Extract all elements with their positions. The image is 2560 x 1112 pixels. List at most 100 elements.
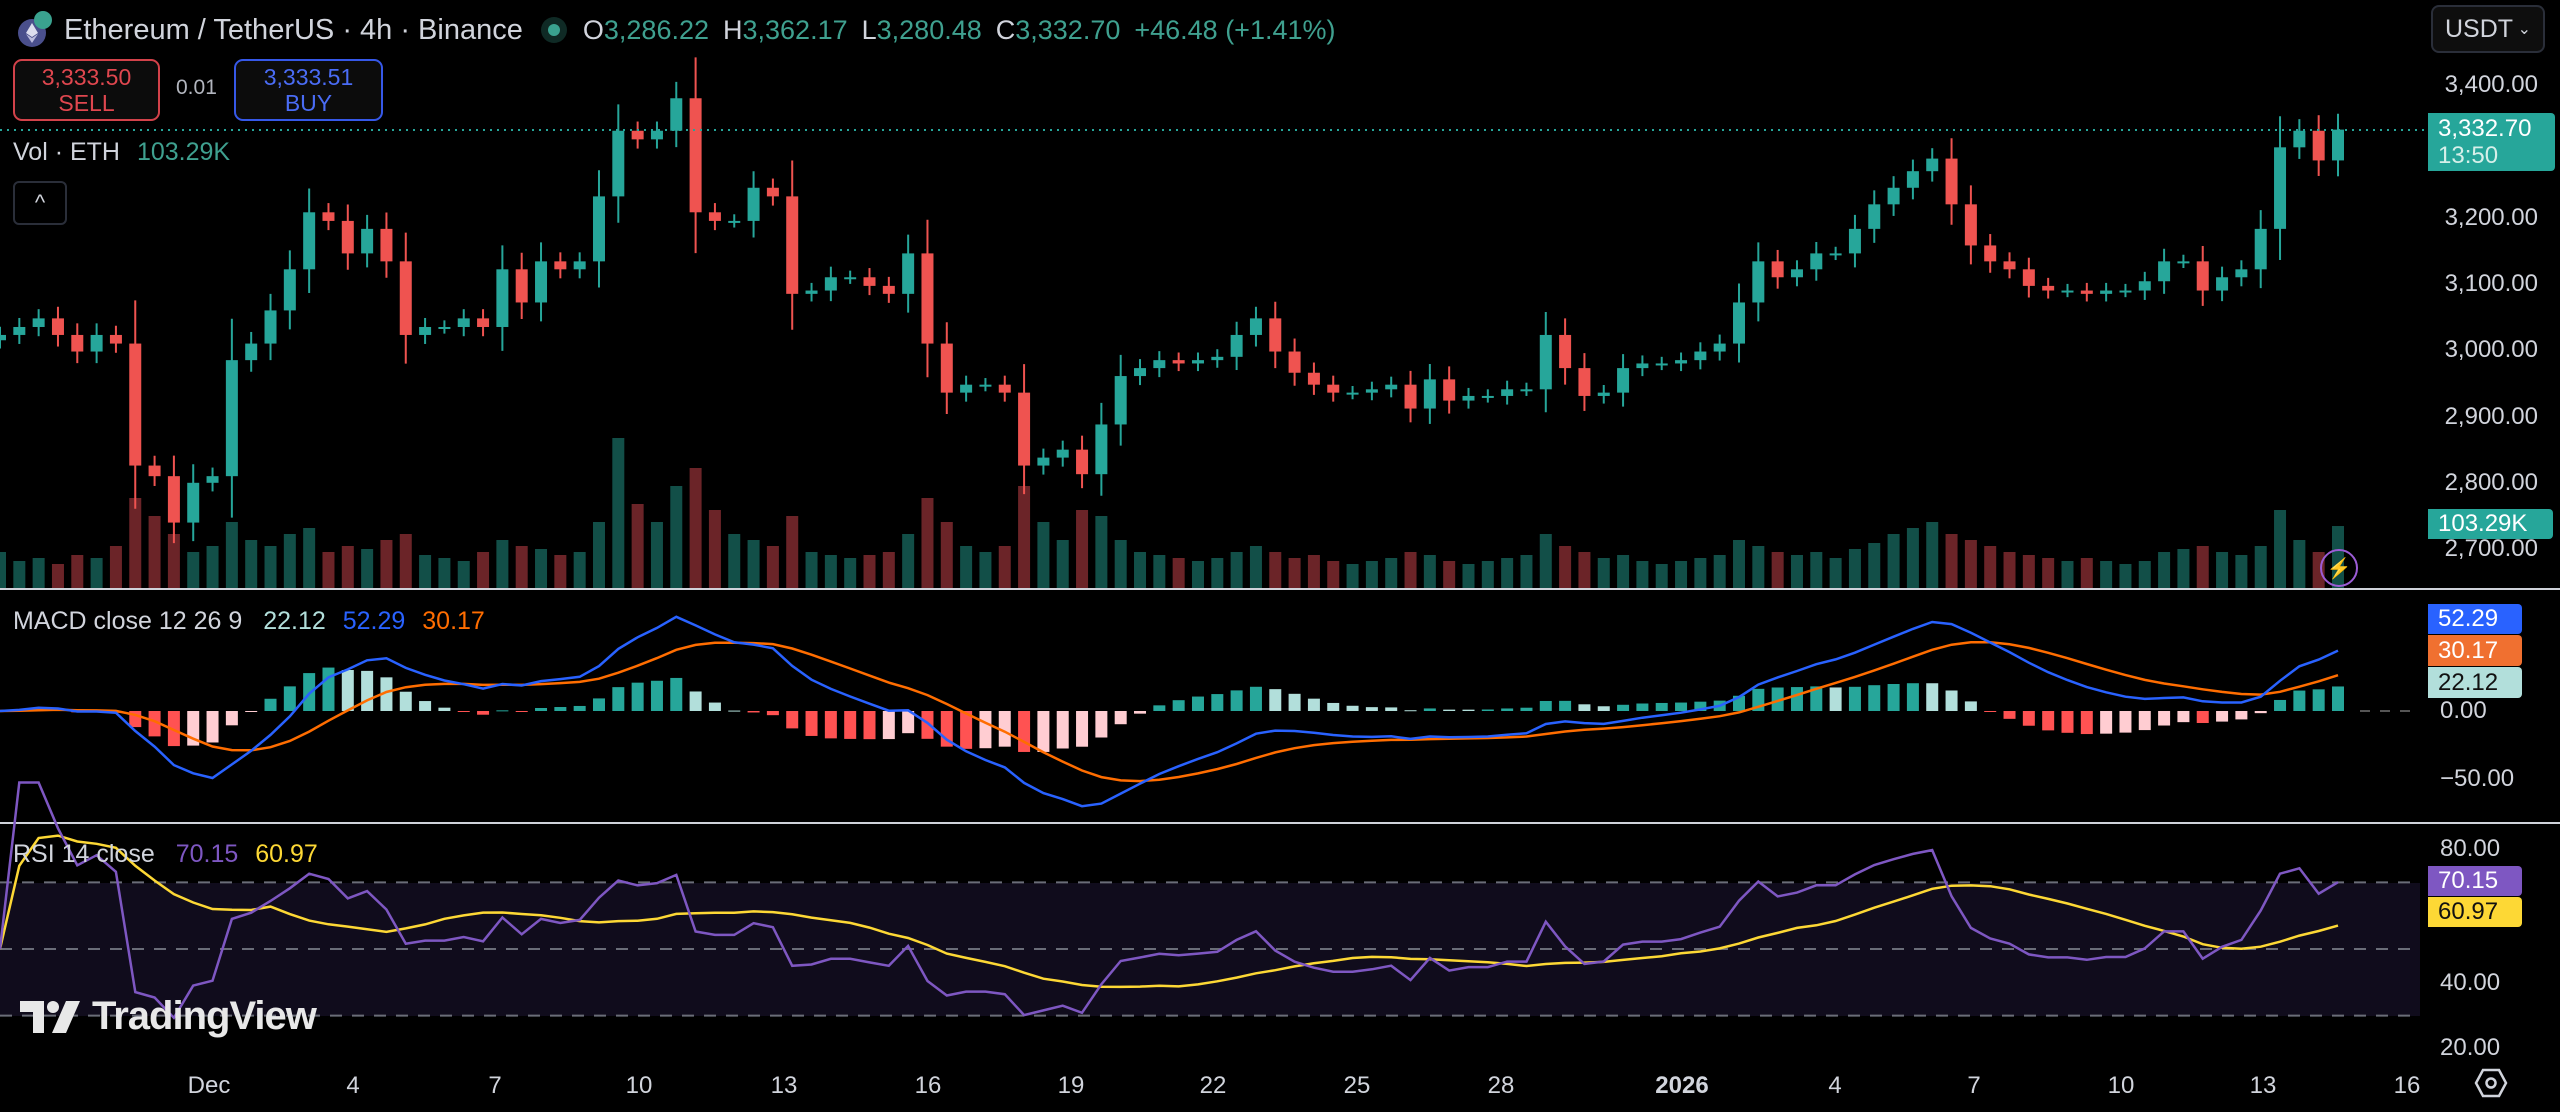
macd-histogram-bar — [2080, 711, 2093, 735]
time-axis-label: 28 — [1487, 1072, 1515, 1099]
volume-bar — [1520, 555, 1533, 588]
volume-bar — [728, 534, 741, 588]
candle-body — [2080, 290, 2093, 294]
volume-bar — [1404, 552, 1417, 588]
tradingview-logo-icon — [20, 1000, 80, 1033]
candle-body — [998, 384, 1011, 393]
volume-bar — [786, 516, 799, 588]
lightning-icon[interactable]: ⚡ — [2320, 549, 2358, 587]
macd-histogram-bar — [2177, 711, 2190, 723]
candle-body — [1984, 245, 1997, 262]
candle-body — [2022, 269, 2035, 286]
macd-histogram-bar — [1269, 689, 1282, 711]
macd-histogram-bar — [1365, 707, 1378, 711]
candle-body — [1404, 384, 1417, 409]
volume-bar — [1249, 546, 1262, 588]
candle-body — [51, 318, 64, 335]
volume-bar — [921, 498, 934, 588]
candle-body — [109, 334, 122, 344]
macd-histogram-bar — [1945, 690, 1958, 711]
volume-bar — [1288, 558, 1301, 588]
candle-body — [1790, 269, 1803, 278]
candle-body — [1887, 187, 1900, 205]
spread-value: 0.01 — [176, 76, 217, 99]
volume-bar — [1327, 561, 1340, 588]
volume-bar — [1694, 558, 1707, 588]
candle-body — [1617, 368, 1630, 393]
volume-bar — [844, 558, 857, 588]
macd-histogram-bar — [1655, 702, 1668, 711]
volume-bar — [2003, 552, 2016, 588]
macd-histogram-bar — [728, 710, 741, 712]
volume-bar — [1559, 546, 1572, 588]
time-axis-label: 4 — [346, 1072, 360, 1099]
ethereum-logo-icon — [18, 11, 52, 47]
symbol-title[interactable]: Ethereum / TetherUS · 4h · Binance — [64, 13, 523, 46]
volume-bar — [457, 561, 470, 588]
macd-histogram-tag: 22.12 — [2428, 667, 2522, 698]
collapse-legend-button[interactable]: ^ — [13, 181, 67, 225]
volume-bar — [477, 552, 490, 588]
time-axis-label: 16 — [914, 1072, 942, 1099]
volume-legend[interactable]: Vol · ETH 103.29K — [13, 138, 230, 167]
candle-body — [1539, 334, 1552, 390]
candle-body — [1713, 343, 1726, 352]
volume-bar — [2080, 558, 2093, 588]
volume-bar — [1539, 534, 1552, 588]
candles — [0, 57, 2344, 544]
macd-histogram-bar — [167, 711, 180, 747]
rsi-legend[interactable]: RSI 14 close 70.15 60.97 — [13, 840, 318, 869]
candle-body — [2119, 290, 2132, 293]
macd-histogram-bar — [1462, 709, 1475, 711]
macd-histogram-bar — [670, 677, 683, 711]
candle-body — [1578, 368, 1591, 396]
volume-bar — [1211, 558, 1224, 588]
sell-button[interactable]: 3,333.50 SELL — [13, 59, 160, 121]
macd-histogram-bar — [1230, 690, 1243, 711]
volume-bar — [361, 549, 374, 588]
volume-bar — [1636, 561, 1649, 588]
macd-line — [0, 615, 2339, 808]
currency-dropdown[interactable]: USDT ⌄ — [2431, 5, 2545, 53]
volume-bar — [167, 534, 180, 588]
volume-bar — [805, 552, 818, 588]
candle-body — [2061, 290, 2074, 293]
volume-bar — [1752, 546, 1765, 588]
macd-histogram-bar — [554, 707, 567, 711]
macd-histogram-bar — [1153, 705, 1166, 711]
rsi-ma-value: 60.97 — [255, 840, 318, 868]
macd-histogram-bar — [1848, 686, 1861, 711]
candle-body — [592, 196, 605, 262]
macd-histogram-bar — [1694, 701, 1707, 711]
macd-histogram-bar — [863, 711, 876, 740]
macd-signal-line — [0, 641, 2339, 783]
macd-histogram-bar — [631, 682, 644, 711]
macd-histogram-bar — [2196, 711, 2209, 724]
settings-icon[interactable] — [2474, 1068, 2508, 1098]
time-axis-label: 4 — [1828, 1072, 1842, 1099]
buy-button[interactable]: 3,333.51 BUY — [234, 59, 383, 121]
volume-bar — [1443, 561, 1456, 588]
macd-histogram-bar — [2042, 711, 2055, 731]
candle-body — [322, 212, 335, 221]
volume-bar — [979, 552, 992, 588]
candle-body — [902, 253, 915, 294]
macd-histogram-bar — [708, 702, 721, 711]
candle-body — [1288, 351, 1301, 373]
macd-signal-tag: 30.17 — [2428, 635, 2522, 666]
volume-bar — [1926, 522, 1939, 588]
macd-histogram-bar — [786, 711, 799, 729]
candle-body — [554, 261, 567, 270]
time-axis-label: 13 — [2249, 1072, 2277, 1099]
rsi-axis-label: 80.00 — [2440, 835, 2501, 862]
volume-bar — [1906, 528, 1919, 588]
macd-histogram-bar — [902, 711, 915, 734]
macd-histogram-bar — [2274, 699, 2287, 711]
volume-bar — [2177, 549, 2190, 588]
tradingview-watermark[interactable]: TradingView — [20, 994, 317, 1039]
time-axis-label: 13 — [770, 1072, 798, 1099]
macd-histogram-value: 22.12 — [263, 607, 326, 635]
volume-bar — [1307, 555, 1320, 588]
macd-legend[interactable]: MACD close 12 26 9 22.12 52.29 30.17 — [13, 607, 485, 636]
